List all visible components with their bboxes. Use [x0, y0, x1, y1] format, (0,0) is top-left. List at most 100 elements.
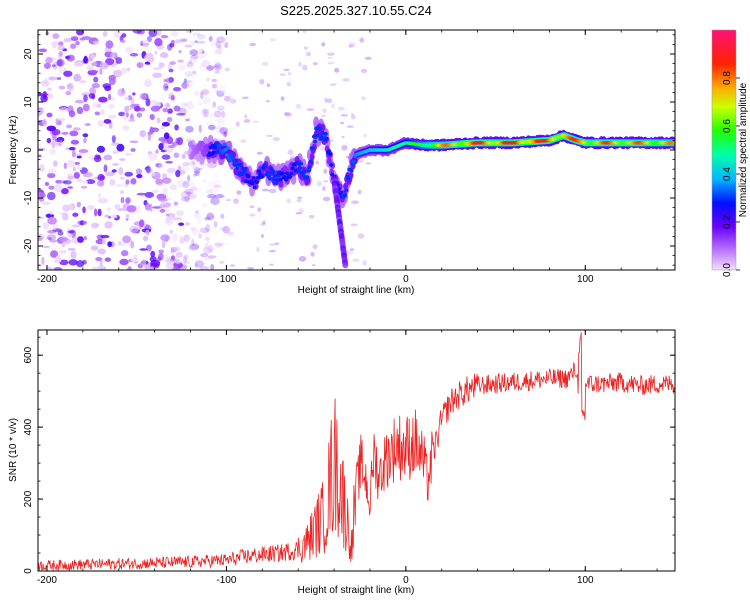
noise-blob — [214, 62, 222, 71]
noise-blob — [158, 142, 164, 151]
noise-blob — [301, 64, 308, 71]
noise-blob — [105, 40, 114, 49]
noise-blob — [70, 36, 79, 41]
noise-blob — [196, 102, 204, 106]
noise-blob — [120, 39, 126, 43]
noise-blob — [108, 93, 112, 101]
noise-blob — [265, 100, 270, 103]
noise-blob — [129, 53, 139, 57]
noise-blob — [173, 152, 180, 158]
noise-blob — [67, 230, 75, 234]
noise-blob — [211, 78, 217, 83]
noise-blob — [143, 53, 154, 62]
noise-blob — [51, 141, 56, 149]
noise-blob — [99, 62, 109, 70]
noise-blob — [110, 51, 117, 58]
ridge-branch — [342, 262, 349, 269]
noise-blob — [160, 201, 166, 206]
snr-y-label: SNR (10 * v/v) — [8, 418, 19, 482]
noise-blob — [91, 266, 102, 270]
noise-blob — [154, 38, 163, 47]
colorbar-tick-label: 0.0 — [722, 263, 733, 277]
noise-blob — [331, 103, 335, 109]
noise-blob — [155, 149, 159, 154]
noise-blob — [106, 207, 111, 211]
spectrogram-ridge — [187, 116, 675, 269]
noise-blob — [144, 191, 155, 198]
noise-blob — [185, 101, 194, 110]
noise-blob — [214, 49, 223, 55]
noise-blob — [184, 260, 190, 265]
ridge-core — [267, 176, 272, 181]
x-tick-label: 0 — [403, 274, 409, 285]
noise-blob — [58, 41, 64, 46]
noise-blob — [216, 193, 225, 199]
noise-blob — [180, 190, 190, 199]
noise-blob — [103, 118, 112, 124]
noise-blob — [102, 238, 106, 245]
noise-blob — [182, 181, 190, 188]
noise-blob — [114, 184, 124, 187]
noise-blob — [47, 216, 57, 225]
noise-blob — [221, 110, 226, 119]
noise-blob — [162, 107, 169, 113]
noise-blob — [55, 255, 62, 264]
noise-blob — [116, 143, 125, 152]
noise-blob — [172, 266, 181, 270]
noise-blob — [42, 118, 47, 126]
noise-blob — [42, 221, 50, 230]
noise-blob — [170, 30, 179, 37]
noise-blob — [99, 68, 103, 75]
noise-blob — [350, 223, 358, 227]
noise-blob — [38, 48, 47, 53]
noise-blob — [207, 215, 217, 219]
ridge-band — [326, 157, 332, 165]
noise-blob — [222, 131, 228, 137]
noise-blob — [158, 137, 167, 142]
noise-blob — [139, 248, 148, 251]
noise-blob — [210, 39, 216, 47]
noise-blob — [98, 198, 109, 204]
noise-blob — [94, 111, 101, 116]
noise-blob — [229, 98, 237, 104]
noise-blob — [93, 76, 99, 83]
y-tick-label: 0 — [23, 568, 34, 574]
ridge-core — [234, 158, 239, 163]
noise-blob — [183, 188, 194, 195]
noise-blob — [305, 51, 311, 57]
noise-blob — [57, 45, 65, 51]
noise-blob — [46, 125, 57, 132]
noise-blob — [160, 234, 170, 242]
noise-blob — [199, 266, 210, 270]
noise-blob — [74, 153, 84, 156]
noise-blob — [342, 78, 350, 82]
noise-blob — [182, 162, 191, 167]
noise-blob — [175, 137, 181, 144]
ridge-core — [308, 159, 313, 164]
noise-blob — [90, 70, 99, 73]
ridge-core — [215, 150, 220, 154]
noise-blob — [145, 98, 151, 107]
noise-blob — [167, 108, 173, 114]
ridge-core — [250, 181, 255, 186]
noise-blob — [71, 224, 81, 228]
noise-blob — [181, 154, 186, 160]
noise-blob — [125, 197, 131, 204]
noise-blob — [320, 114, 327, 117]
ridge-core — [305, 175, 310, 179]
ridge-core — [310, 146, 315, 151]
noise-blob — [97, 208, 102, 217]
noise-blob — [183, 78, 188, 83]
noise-blob — [187, 179, 192, 184]
noise-blob — [272, 136, 280, 142]
ridge-core — [254, 180, 259, 185]
noise-blob — [130, 240, 135, 249]
noise-blob — [194, 40, 198, 44]
noise-blob — [340, 113, 349, 117]
noise-blob — [59, 259, 69, 266]
noise-blob — [207, 64, 213, 70]
noise-blob — [179, 38, 188, 43]
noise-blob — [190, 58, 198, 64]
noise-blob — [226, 199, 231, 202]
noise-blob — [219, 127, 229, 135]
